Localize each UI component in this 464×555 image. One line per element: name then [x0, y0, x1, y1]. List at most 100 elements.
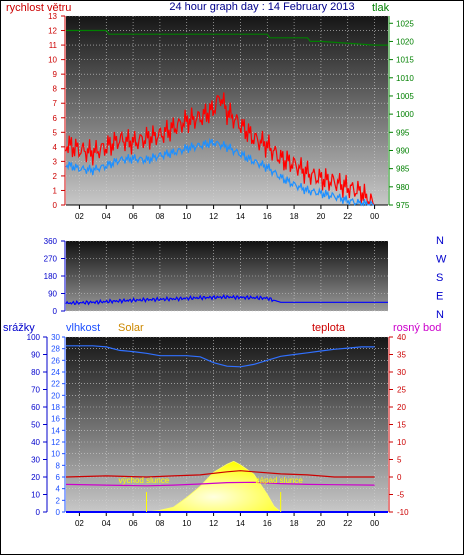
temperature-axis-label: teplota — [312, 322, 346, 334]
pressure-tick-label: 980 — [396, 183, 410, 192]
humidity-tick-label: 12 — [51, 438, 60, 447]
wind-tick-label: 7 — [53, 99, 58, 108]
rain-tick-label: 70 — [31, 386, 40, 395]
panel-wind-pressure — [66, 16, 388, 205]
temperature-tick-label: -5 — [397, 491, 405, 500]
series-humidity — [66, 345, 375, 368]
pressure-tick-label: 1005 — [396, 92, 414, 101]
humidity-tick-label: 20 — [51, 391, 60, 400]
humidity-tick-label: 4 — [56, 485, 61, 494]
x-tick-label: 12 — [209, 212, 218, 221]
x-tick-label: 04 — [102, 212, 111, 221]
x-tick-label: 06 — [129, 212, 138, 221]
temperature-tick-label: 40 — [397, 333, 406, 342]
compass-label: S — [436, 272, 443, 284]
rain-tick-label: 10 — [31, 491, 40, 500]
temperature-tick-label: 35 — [397, 351, 406, 360]
pressure-tick-label: 990 — [396, 146, 410, 155]
x-tick-label: 02 — [75, 212, 84, 221]
humidity-tick-label: 28 — [51, 345, 60, 354]
x-tick-label: 22 — [343, 519, 352, 528]
pressure-tick-label: 995 — [396, 128, 410, 137]
temperature-tick-label: 20 — [397, 403, 406, 412]
wind-tick-label: 8 — [53, 85, 58, 94]
wind-tick-label: 1 — [53, 186, 58, 195]
direction-tick-label: 90 — [48, 290, 57, 299]
x-tick-label: 00 — [370, 212, 379, 221]
rain-tick-label: 50 — [31, 421, 40, 430]
compass-label: E — [436, 291, 443, 303]
x-tick-label: 10 — [182, 212, 191, 221]
rain-tick-label: 30 — [31, 456, 40, 465]
direction-tick-label: 0 — [53, 307, 58, 316]
compass-label: N — [436, 235, 444, 247]
rain-tick-label: 60 — [31, 403, 40, 412]
x-tick-label: 16 — [263, 519, 272, 528]
dewpoint-axis-label: rosný bod — [393, 322, 441, 334]
humidity-tick-label: 22 — [51, 380, 60, 389]
x-tick-label: 22 — [343, 212, 352, 221]
pressure-tick-label: 1000 — [396, 110, 414, 119]
pressure-tick-label: 1020 — [396, 37, 414, 46]
solar-axis-label: Solar — [118, 322, 144, 334]
wind-tick-label: 12 — [48, 27, 57, 36]
temperature-tick-label: -10 — [397, 508, 409, 517]
humidity-tick-label: 0 — [56, 508, 61, 517]
series-direction — [65, 294, 388, 306]
rain-tick-label: 100 — [27, 333, 41, 342]
wind-tick-label: 9 — [53, 70, 58, 79]
humidity-tick-label: 8 — [56, 461, 61, 470]
pressure-tick-label: 975 — [396, 201, 410, 210]
wind-tick-label: 3 — [53, 157, 58, 166]
wind-tick-label: 11 — [49, 41, 58, 50]
x-tick-label: 16 — [263, 212, 272, 221]
pressure-tick-label: 1010 — [396, 74, 414, 83]
humidity-tick-label: 26 — [51, 356, 60, 365]
pressure-axis-label: tlak — [372, 2, 390, 14]
x-tick-label: 18 — [290, 212, 299, 221]
wind-tick-label: 4 — [53, 143, 58, 152]
series-solar — [146, 460, 282, 513]
series-dewpoint — [65, 481, 375, 487]
rain-tick-label: 40 — [31, 438, 40, 447]
wind-tick-label: 5 — [53, 128, 58, 137]
wind-tick-label: 0 — [53, 201, 58, 210]
rain-tick-label: 90 — [31, 351, 40, 360]
temperature-tick-label: 30 — [397, 368, 406, 377]
x-tick-label: 20 — [316, 212, 325, 221]
x-tick-label: 12 — [209, 519, 218, 528]
humidity-tick-label: 30 — [51, 333, 60, 342]
rain-axis-label: srážky — [3, 322, 35, 334]
direction-tick-label: 270 — [44, 255, 58, 264]
series-temperature — [65, 470, 375, 478]
x-tick-label: 02 — [75, 519, 84, 528]
series-pressure — [66, 29, 388, 46]
temperature-tick-label: 10 — [397, 438, 406, 447]
pressure-tick-label: 1025 — [396, 19, 414, 28]
wind-tick-label: 2 — [53, 172, 58, 181]
x-tick-label: 14 — [236, 212, 245, 221]
rain-tick-label: 0 — [36, 508, 41, 517]
x-tick-label: 14 — [236, 519, 245, 528]
wind-tick-label: 13 — [48, 12, 57, 21]
x-tick-label: 04 — [102, 519, 111, 528]
humidity-tick-label: 2 — [56, 496, 61, 505]
x-tick-label: 18 — [290, 519, 299, 528]
pressure-tick-label: 1015 — [396, 56, 414, 65]
series-gust — [65, 92, 375, 207]
compass-label: W — [436, 254, 447, 266]
rain-tick-label: 20 — [31, 473, 40, 482]
humidity-tick-label: 24 — [51, 368, 60, 377]
x-tick-label: 08 — [155, 519, 164, 528]
humidity-tick-label: 10 — [51, 450, 60, 459]
wind-tick-label: 6 — [53, 114, 58, 123]
compass-label: N — [436, 309, 444, 321]
x-tick-label: 20 — [316, 519, 325, 528]
temperature-tick-label: 0 — [397, 473, 402, 482]
x-tick-label: 00 — [370, 519, 379, 528]
temperature-tick-label: 15 — [397, 421, 406, 430]
direction-tick-label: 180 — [44, 272, 58, 281]
wind-tick-label: 10 — [48, 56, 57, 65]
